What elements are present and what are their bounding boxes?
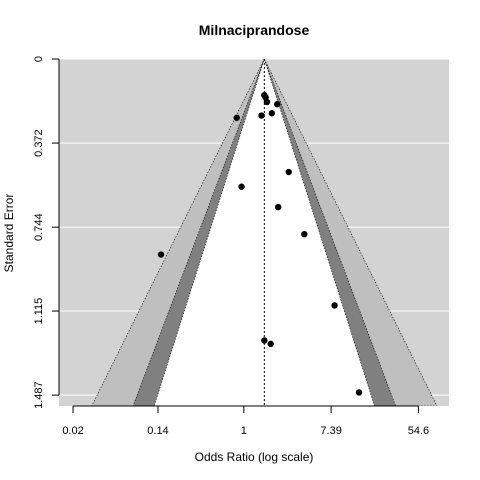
- x-axis: 0.02 0.14 1 7.39 54.6: [62, 405, 429, 437]
- data-point: [267, 340, 274, 348]
- data-point: [157, 251, 165, 258]
- data-point: [285, 168, 292, 176]
- y-tick-label: 0: [33, 56, 45, 62]
- x-tick-label: 0.02: [62, 425, 83, 437]
- data-point: [263, 98, 271, 106]
- data-point: [261, 337, 268, 344]
- data-point: [274, 101, 281, 108]
- y-tick-label: 0.372: [33, 129, 45, 157]
- funnel-contours: [91, 59, 438, 406]
- x-tick-label: 54.6: [408, 425, 429, 437]
- data-point: [258, 112, 265, 119]
- y-axis-label: Standard Error: [2, 194, 16, 273]
- y-tick-label: 0.744: [33, 213, 45, 241]
- data-point: [233, 114, 240, 121]
- x-tick-label: 7.39: [320, 425, 341, 437]
- y-tick-label: 1.487: [33, 381, 45, 409]
- data-point: [268, 110, 276, 117]
- x-axis-label: Odds Ratio (log scale): [195, 450, 314, 464]
- data-point: [238, 183, 245, 190]
- data-point: [301, 230, 308, 238]
- chart-title: Milnaciprandose: [199, 22, 310, 38]
- x-tick-label: 1: [241, 425, 247, 437]
- y-axis: 0 0.372 0.744 1.115 1.487: [33, 56, 60, 409]
- y-tick-label: 1.115: [33, 298, 45, 325]
- data-point: [275, 203, 282, 211]
- data-point: [355, 389, 363, 396]
- x-tick-label: 0.14: [147, 425, 168, 437]
- data-point: [331, 302, 338, 309]
- plot-area: [59, 58, 449, 406]
